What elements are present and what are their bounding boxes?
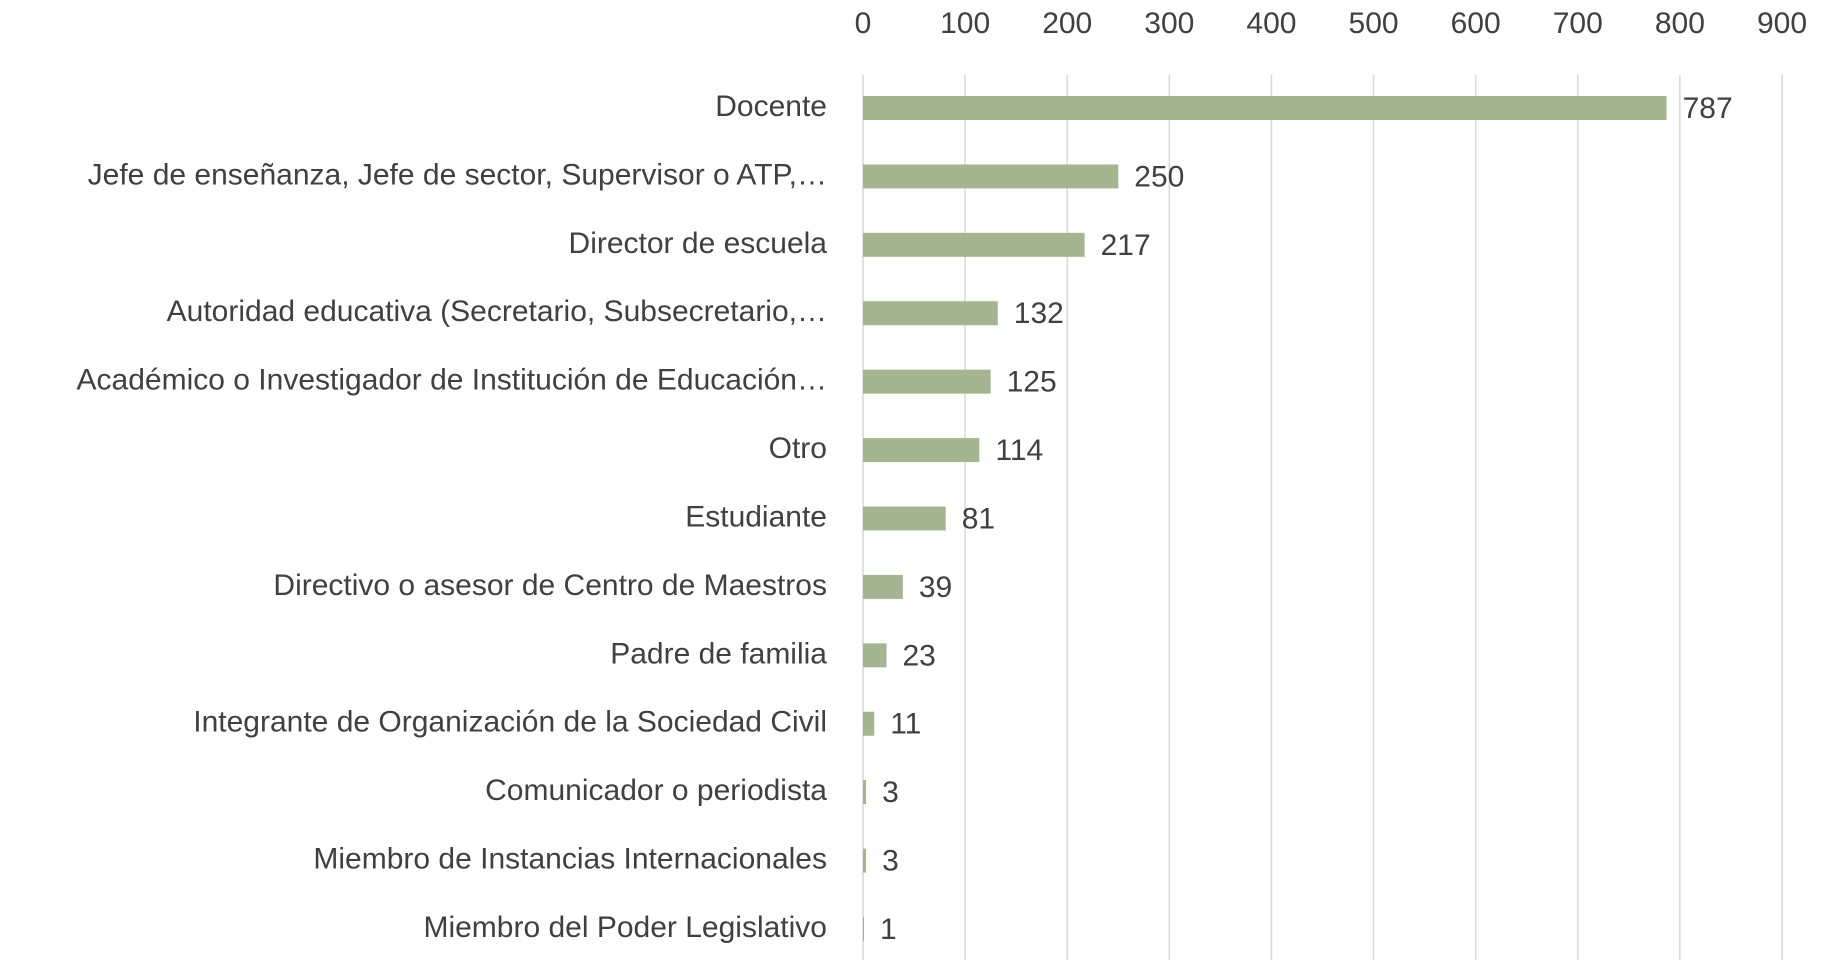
data-label: 1 bbox=[880, 913, 897, 946]
data-label: 3 bbox=[882, 845, 899, 878]
x-tick-label: 600 bbox=[1451, 7, 1501, 40]
y-tick-label: Comunicador o periodista bbox=[485, 774, 827, 807]
x-tick-label: 300 bbox=[1144, 7, 1194, 40]
data-label: 39 bbox=[919, 571, 952, 604]
bar bbox=[863, 96, 1667, 120]
y-tick-label: Miembro del Poder Legislativo bbox=[423, 911, 827, 944]
bar bbox=[863, 848, 867, 873]
x-tick-label: 700 bbox=[1553, 7, 1603, 40]
data-label: 23 bbox=[902, 639, 935, 672]
bar bbox=[863, 574, 903, 599]
data-label: 3 bbox=[882, 776, 899, 809]
y-tick-label: Directivo o asesor de Centro de Maestros bbox=[273, 569, 827, 602]
bar bbox=[863, 643, 887, 668]
bar bbox=[863, 232, 1085, 257]
y-tick-label: Otro bbox=[769, 432, 827, 465]
data-label: 125 bbox=[1007, 366, 1057, 399]
data-label: 81 bbox=[962, 502, 995, 535]
bar bbox=[863, 164, 1119, 189]
bar bbox=[863, 917, 865, 941]
bar bbox=[863, 438, 980, 463]
x-tick-label: 200 bbox=[1042, 7, 1092, 40]
y-tick-label: Director de escuela bbox=[569, 227, 828, 260]
bar bbox=[863, 369, 991, 394]
data-label: 132 bbox=[1014, 297, 1064, 330]
y-tick-label: Estudiante bbox=[685, 500, 827, 533]
bar bbox=[863, 711, 875, 736]
bar bbox=[863, 301, 998, 326]
data-label: 114 bbox=[995, 434, 1043, 467]
x-tick-label: 900 bbox=[1757, 7, 1807, 40]
bar bbox=[863, 506, 946, 531]
data-label: 250 bbox=[1134, 160, 1184, 193]
data-label: 11 bbox=[890, 708, 921, 741]
x-tick-label: 0 bbox=[855, 7, 872, 40]
x-tick-label: 500 bbox=[1349, 7, 1399, 40]
y-tick-label: Autoridad educativa (Secretario, Subsecr… bbox=[167, 295, 827, 328]
x-tick-label: 800 bbox=[1655, 7, 1705, 40]
y-tick-label: Docente bbox=[715, 90, 827, 123]
x-tick-label: 400 bbox=[1246, 7, 1296, 40]
y-tick-label: Integrante de Organización de la Socieda… bbox=[193, 706, 827, 739]
bar bbox=[863, 780, 867, 805]
data-label: 787 bbox=[1683, 92, 1733, 125]
data-label: 217 bbox=[1101, 229, 1151, 262]
y-tick-label: Padre de familia bbox=[610, 637, 827, 670]
y-tick-label: Académico o Investigador de Institución … bbox=[77, 364, 827, 397]
x-tick-label: 100 bbox=[940, 7, 990, 40]
y-tick-label: Jefe de enseñanza, Jefe de sector, Super… bbox=[88, 158, 827, 191]
y-tick-label: Miembro de Instancias Internacionales bbox=[313, 843, 827, 876]
